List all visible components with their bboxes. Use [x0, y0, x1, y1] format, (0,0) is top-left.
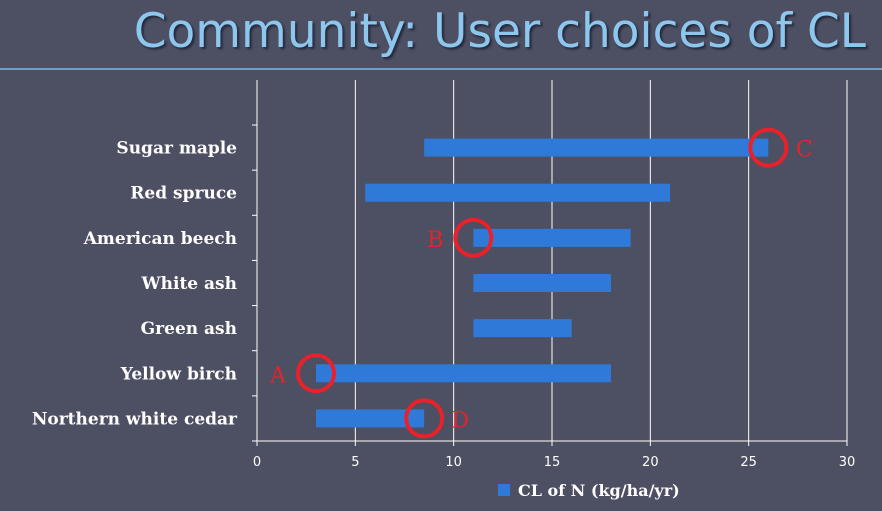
range-bar — [473, 274, 611, 292]
range-bar — [473, 319, 572, 338]
annotation-circle — [453, 217, 494, 258]
x-tick-labels: 0 5 10 15 20 25 30 — [253, 455, 855, 470]
annotation-circle — [296, 353, 336, 394]
category-labels: Sugar maple Red spruce American beech White… — [32, 139, 238, 430]
category-label: American beech — [83, 229, 237, 249]
range-bar — [316, 409, 425, 428]
x-tick-label: 0 — [253, 455, 261, 470]
bars — [316, 138, 769, 428]
annotation-label: B — [427, 228, 443, 253]
annotation-circle — [404, 398, 445, 439]
category-label: Red spruce — [130, 184, 237, 204]
annotation-label: A — [269, 363, 287, 388]
axes — [252, 80, 848, 446]
annotations: C B A D — [269, 127, 813, 439]
slide-title: Community: User choices of CL — [133, 4, 866, 59]
annotation-circle — [748, 127, 789, 168]
category-label: Yellow birch — [120, 364, 237, 384]
x-tick-label: 15 — [544, 455, 561, 470]
x-tick-label: 25 — [740, 455, 757, 470]
x-tick-label: 20 — [642, 455, 659, 470]
title-divider — [0, 68, 882, 70]
annotation-label: C — [796, 138, 813, 163]
x-tick-label: 10 — [445, 455, 462, 470]
x-tick-label: 5 — [351, 455, 359, 470]
gridlines — [354, 80, 848, 441]
category-label: White ash — [141, 274, 237, 294]
x-tick-label: 30 — [839, 455, 856, 470]
range-bar — [316, 364, 611, 383]
legend-label: CL of N (kg/ha/yr) — [518, 481, 680, 500]
range-bar — [365, 183, 670, 202]
legend: CL of N (kg/ha/yr) — [498, 481, 680, 500]
range-bar — [424, 138, 769, 157]
category-label: Sugar maple — [116, 139, 237, 159]
annotation-label: D — [451, 408, 469, 433]
category-label: Green ash — [141, 319, 237, 339]
legend-swatch — [498, 484, 510, 496]
category-label: Northern white cedar — [32, 409, 238, 429]
range-bar — [473, 228, 631, 247]
